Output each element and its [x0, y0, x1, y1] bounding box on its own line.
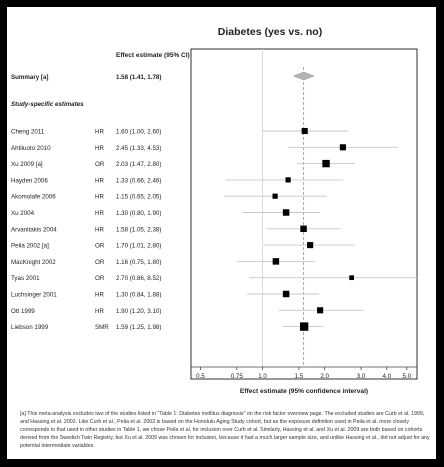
study-measure: OR	[95, 243, 105, 250]
study-ci-text: 1.59 (1.25, 1.98)	[116, 324, 161, 331]
x-tick-label: 2.0	[320, 373, 329, 380]
study-point-square	[307, 242, 314, 249]
study-measure: HR	[95, 145, 104, 152]
x-tick-label: 0.5	[196, 373, 205, 380]
study-ci-text: 1.15 (0.65, 2.05)	[116, 194, 161, 201]
study-measure: HR	[95, 177, 104, 184]
study-point-square	[272, 193, 278, 199]
study-ci-text: 1.90 (1.20, 3.10)	[116, 308, 161, 315]
x-tick-label: 5.0	[403, 373, 412, 380]
study-label: Akomolafe 2006	[11, 194, 56, 201]
study-point-square	[339, 144, 346, 151]
chart-panel: Diabetes (yes vs. no) Effect estimate (95…	[7, 7, 436, 459]
study-point-square	[322, 159, 330, 168]
study-label: Tyas 2001	[11, 275, 40, 282]
study-point-square	[285, 177, 291, 183]
study-point-square	[349, 275, 354, 281]
study-point-square	[299, 322, 309, 331]
study-measure: HR	[95, 308, 104, 315]
summary-label: Summary [a]	[11, 74, 48, 81]
study-ci-text: 1.30 (0.80, 1.90)	[116, 210, 161, 217]
summary-diamond	[292, 71, 315, 81]
study-label: MacKnight 2002	[11, 259, 56, 266]
forest-plot: Diabetes (yes vs. no) Effect estimate (95…	[11, 26, 418, 395]
study-point-square	[282, 209, 290, 216]
study-measure: HR	[95, 226, 104, 233]
chart-title: Diabetes (yes vs. no)	[218, 26, 322, 38]
study-measure: HR	[95, 292, 104, 299]
study-label: Peila 2002 [a]	[11, 243, 49, 250]
plot-frame	[190, 48, 418, 380]
x-tick-label: 1.5	[295, 373, 304, 380]
study-label: Ott 1999	[11, 308, 35, 315]
x-tick-label: 0.75	[231, 373, 244, 380]
section-label: Study-specific estimates	[11, 101, 84, 108]
study-measure: HR	[95, 129, 104, 136]
study-ci-text: 1.70 (1.01, 2.80)	[116, 243, 161, 250]
study-measure: HR	[95, 194, 104, 201]
study-ci-text: 2.45 (1.33, 4.53)	[116, 145, 161, 152]
study-label: Arvanitakis 2004	[11, 226, 57, 233]
study-measure: OR	[95, 161, 105, 168]
summary-ci-text: 1.58 (1.41, 1.78)	[116, 74, 161, 81]
study-point-square	[317, 307, 324, 314]
study-point-square	[301, 127, 308, 135]
study-ci-text: 1.60 (1.00, 2.60)	[116, 129, 161, 136]
study-measure: HR	[95, 210, 104, 217]
x-tick-label: 1.0	[258, 373, 267, 380]
study-label: Luchsinger 2001	[11, 292, 57, 299]
study-ci-text: 1.16 (0.75, 1.80)	[116, 259, 161, 266]
study-ci-text: 2.03 (1.47, 2.80)	[116, 161, 161, 168]
study-label: Liebson 1999	[11, 324, 49, 331]
study-label: Cheng 2011	[11, 129, 45, 136]
x-tick-label: 3.0	[357, 373, 366, 380]
study-measure: OR	[95, 275, 105, 282]
x-tick-label: 4.0	[383, 373, 392, 380]
study-label: Ahtiluoto 2010	[11, 145, 51, 152]
study-measure: SMR	[95, 324, 109, 331]
effect-header: Effect estimate (95% CI)	[116, 52, 190, 59]
study-ci-text: 2.70 (0.86, 8.52)	[116, 275, 161, 282]
study-point-square	[300, 225, 307, 233]
study-label: Xu 2004	[11, 210, 35, 217]
study-ci-text: 1.33 (0.66, 2.46)	[116, 177, 161, 184]
study-point-square	[272, 258, 280, 265]
study-point-square	[282, 290, 290, 298]
study-label: Hayden 2006	[11, 177, 48, 184]
study-ci-text: 1.30 (0.84, 1.88)	[116, 292, 161, 299]
study-measure: OR	[95, 259, 105, 266]
x-axis-label: Effect estimate (95% confidence interval…	[240, 388, 368, 395]
footnote: [a] This meta-analysis excludes two of t…	[20, 411, 430, 449]
study-ci-text: 1.58 (1.05, 2.38)	[116, 226, 161, 233]
study-label: Xu 2009 [a]	[11, 161, 43, 168]
